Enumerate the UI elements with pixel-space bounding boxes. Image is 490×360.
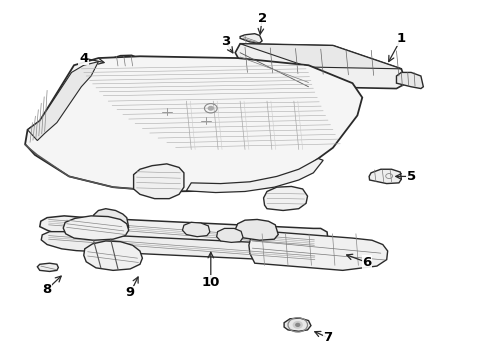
Polygon shape [63,216,129,240]
Polygon shape [369,169,401,184]
Polygon shape [264,186,308,211]
Polygon shape [235,220,278,240]
Polygon shape [41,231,327,262]
Polygon shape [249,232,388,270]
Text: 3: 3 [221,35,230,49]
Polygon shape [240,44,401,69]
Text: 4: 4 [79,51,88,64]
Polygon shape [37,263,58,271]
Text: 2: 2 [258,12,267,25]
Polygon shape [94,209,129,232]
Text: 10: 10 [201,276,220,289]
Polygon shape [84,241,143,270]
Polygon shape [186,158,323,193]
Polygon shape [240,34,262,43]
Polygon shape [25,56,362,192]
Polygon shape [284,318,311,331]
Polygon shape [396,72,423,89]
Polygon shape [40,216,328,248]
Text: 6: 6 [363,256,372,269]
Polygon shape [111,55,140,68]
Text: 9: 9 [125,287,135,300]
Circle shape [208,107,213,110]
Circle shape [294,321,302,328]
Text: 1: 1 [397,32,406,45]
Polygon shape [134,164,184,199]
Polygon shape [235,44,406,89]
Text: 8: 8 [43,283,52,296]
Text: 7: 7 [323,331,333,344]
Polygon shape [27,62,98,140]
Polygon shape [217,228,243,242]
Text: 5: 5 [407,170,416,183]
Polygon shape [182,222,210,237]
Circle shape [296,323,300,326]
